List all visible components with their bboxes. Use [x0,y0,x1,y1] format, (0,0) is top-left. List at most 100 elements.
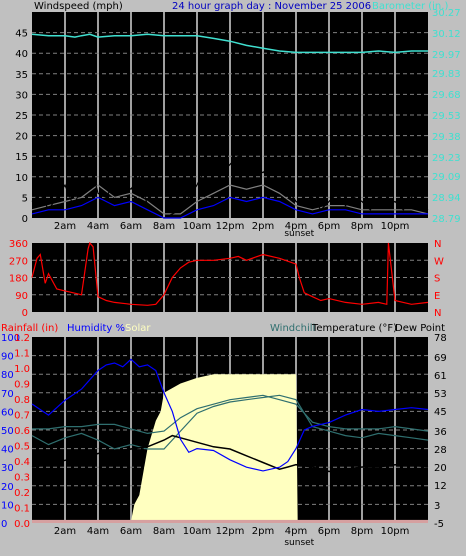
x-tick-label: 2am [54,221,76,232]
baro-tick-label: 29.09 [432,172,461,183]
direction-tick-label: 180 [9,274,28,285]
rain-tick-label: 0.2 [14,488,30,499]
baro-tick-label: 29.38 [432,132,461,143]
wind-tick-label: 5 [22,193,28,204]
humidity-tick-label: 100 [1,333,20,344]
humidity-tick-label: 20 [1,482,14,493]
temperature-tick-label: 28 [434,445,447,456]
humidity-tick-label: 30 [1,463,14,474]
temperature-label: Temperature (°F) [311,323,397,334]
temperature-tick-label: 53 [434,389,447,400]
rainfall-bar [32,519,428,523]
x-tick-label: 4pm [285,221,307,232]
wind-tick-label: 30 [15,90,28,101]
temperature-tick-label: 3 [434,501,440,512]
temperature-tick-label: 45 [434,407,447,418]
x-tick-label: 6am [120,221,142,232]
humidity-label: Humidity % [67,323,125,334]
wind-direction-line [31,241,429,306]
humidity-tick-label: 70 [1,389,14,400]
wind-tick-label: 20 [15,132,28,143]
baro-tick-label: 29.23 [432,153,461,164]
humidity-line [31,358,429,472]
humidity-tick-label: 40 [1,445,14,456]
direction-tick-label: 90 [15,291,28,302]
temperature-tick-label: -5 [434,519,444,530]
direction-tick-label: 0 [22,308,28,319]
x-tick-label: 10pm [381,526,410,537]
wind-tick-label: 10 [15,173,28,184]
wind-tick-label: 40 [15,49,28,60]
rain-tick-label: 1.1 [14,349,30,360]
baro-tick-label: 29.53 [432,111,461,122]
rain-tick-label: 0.4 [14,457,30,468]
baro-tick-label: 30.12 [432,29,461,40]
wind-tick-label: 35 [15,70,28,81]
temperature-tick-label: 78 [434,333,447,344]
x-tick-label: 8pm [351,526,373,537]
x-tick-label: 10pm [381,221,410,232]
wind-tick-label: 45 [15,29,28,40]
rain-tick-label: 1.2 [14,333,30,344]
x-tick-label: 2pm [252,221,274,232]
compass-label: E [434,291,440,302]
wind-tick-label: 25 [15,111,28,122]
x-tick-label: 4am [87,526,109,537]
rain-tick-label: 0.5 [14,442,30,453]
humidity-tick-label: 50 [1,426,14,437]
dewpoint-label: Dew Point [395,323,445,334]
rain-tick-label: 0.3 [14,473,30,484]
x-tick-label: 2am [54,526,76,537]
baro-tick-label: 29.68 [432,90,461,101]
x-tick-label: 12pm [216,526,245,537]
x-tick-label: 2pm [252,526,274,537]
direction-tick-label: 270 [9,256,28,267]
windspeed-label: Windspeed (mph) [34,1,123,12]
solar-label: Solar [125,323,151,334]
x-tick-label: 8am [153,221,175,232]
rain-tick-label: 1.0 [14,364,30,375]
x-tick-label: 6pm [318,221,340,232]
rain-tick-label: 0.9 [14,380,30,391]
humidity-tick-label: 60 [1,407,14,418]
temperature-line [31,434,429,473]
wind-tick-label: 0 [22,214,28,225]
x-tick-label: 10am [183,526,212,537]
rainfall-label: Rainfall (in) [1,323,58,334]
humidity-tick-label: 80 [1,370,14,381]
rain-tick-label: 0.7 [14,411,30,422]
dewpoint-line [32,394,429,435]
compass-label: N [434,239,441,250]
humidity-tick-label: 10 [1,500,14,511]
windchill-label: Windchill [270,323,315,334]
direction-tick-label: 360 [9,239,28,250]
x-tick-label: 4am [87,221,109,232]
barometer-line [31,33,428,54]
barometer-label: Barometer (in.) [372,1,448,12]
rain-tick-label: 0.6 [14,426,30,437]
temperature-tick-label: 12 [434,481,447,492]
sunset-label: sunset [284,229,314,239]
baro-tick-label: 30.27 [432,8,461,19]
wind-average-line [31,184,429,215]
temperature-tick-label: 36 [434,427,447,438]
temperature-tick-label: 69 [434,353,447,364]
x-tick-label: 8am [153,526,175,537]
compass-label: S [434,274,440,285]
rain-tick-label: 0.8 [14,395,30,406]
rain-tick-label: 0.1 [14,504,30,515]
x-tick-label: 10am [183,221,212,232]
temperature-tick-label: 61 [434,371,447,382]
windspeed-line [31,155,429,219]
baro-tick-label: 29.83 [432,69,461,80]
compass-label: N [434,308,441,319]
x-tick-label: 6am [120,526,142,537]
temperature-tick-label: 20 [434,463,447,474]
wind-tick-label: 15 [15,152,28,163]
chart-title: 24 hour graph day : November 25 2006 [172,1,371,12]
x-tick-label: 6pm [318,526,340,537]
baro-tick-label: 28.79 [432,214,461,225]
humidity-tick-label: 0 [1,519,7,530]
